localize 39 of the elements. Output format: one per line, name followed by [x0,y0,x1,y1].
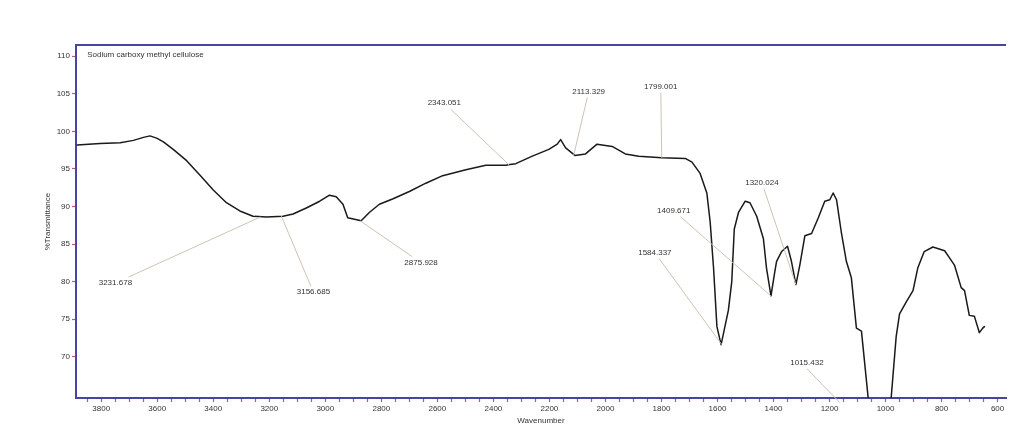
x-tick-label: 3000 [316,404,335,413]
y-tick-label: 110 [57,51,71,61]
x-axis-title: Wavenumber [517,416,565,426]
x-tick-label: 3600 [148,404,167,413]
y-tick-label: 90 [61,201,71,211]
x-tick-label: 1800 [652,404,671,413]
y-tick-label: 70 [61,351,71,361]
x-tick-label: 1200 [820,404,839,413]
x-tick-label: 2800 [372,404,391,413]
x-tick-label: 2600 [428,404,447,413]
y-tick-label: 80 [61,276,71,286]
annotation: 3231.678 [98,278,133,288]
x-tick-label: 800 [934,404,949,413]
annotation: 1409.671 [657,206,692,216]
y-tick-label: 100 [56,126,71,136]
x-tick-label: 2000 [596,404,615,413]
x-tick-label: 3200 [260,404,279,413]
x-tick-label: 3400 [204,404,223,413]
annotation: 2113.329 [572,86,606,96]
annotation: 3156.685 [296,287,331,297]
annotation: Sodium carboxy methyl cellulose [87,49,205,59]
y-tick-label: 95 [61,164,71,174]
annotation: 1320.024 [745,177,780,187]
annotation: 1584.337 [638,247,673,257]
y-tick-label: 85 [61,239,71,249]
y-tick-label: 75 [61,314,71,324]
annotation: 1015.432 [790,357,825,367]
annotation: 2343.051 [427,98,462,108]
x-tick-label: 2400 [484,404,503,413]
annotation: 2875.928 [404,257,439,267]
x-tick-label: 1000 [876,404,895,413]
x-tick-label: 2200 [540,404,559,413]
x-tick-label: 3800 [92,404,111,413]
y-axis-title: %Transmittance [43,192,52,251]
x-tick-label: 1400 [764,404,783,413]
annotation: 1799.001 [644,81,678,91]
x-tick-label: 1600 [708,404,727,413]
y-tick-label: 105 [56,89,71,99]
x-tick-label: 600 [990,404,1005,413]
